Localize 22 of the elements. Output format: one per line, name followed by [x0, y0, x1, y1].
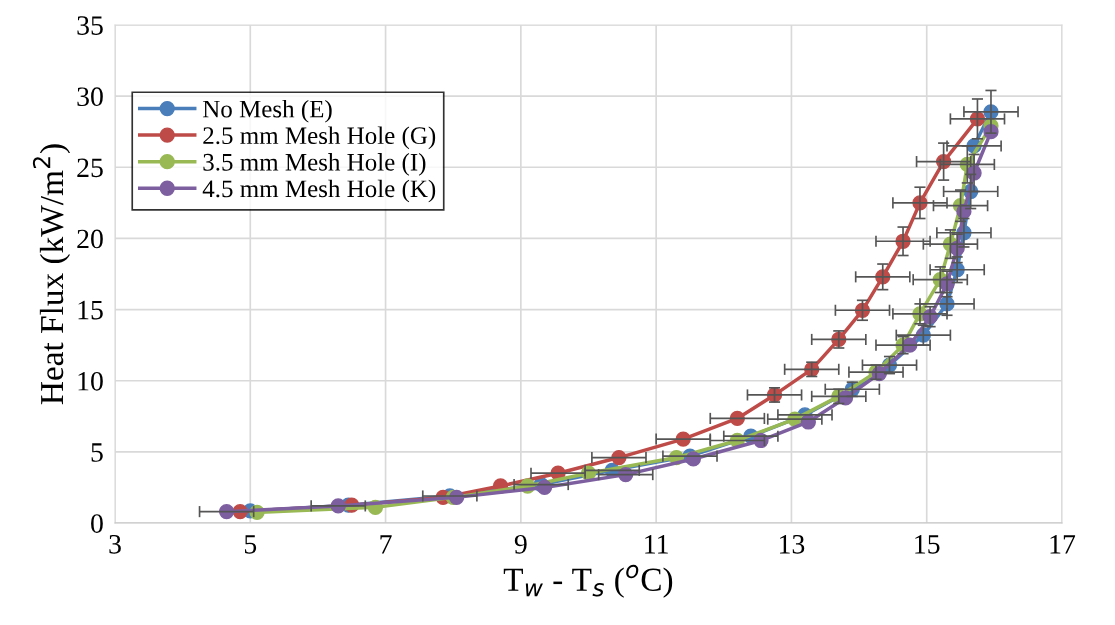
x-tick-label: 5	[244, 535, 257, 554]
legend-label: 3.5 mm Mesh Hole (I)	[203, 153, 426, 176]
y-tick-label: 30	[77, 87, 103, 107]
legend-label: No Mesh (E)	[202, 99, 332, 123]
y-tick-label: 10	[78, 371, 103, 391]
y-tick-label: 25	[77, 158, 103, 178]
x-tick-label: 9	[514, 534, 527, 554]
x-tick-label: 13	[779, 534, 805, 554]
legend-label: 2.5 mm Mesh Hole (G)	[203, 126, 436, 150]
x-tick-label: 15	[915, 535, 940, 554]
y-tick-label: 20	[77, 229, 103, 249]
y-tick-label: 15	[78, 300, 103, 320]
x-tick-label: 7	[380, 535, 392, 554]
x-tick-label: 11	[645, 535, 668, 554]
y-tick-label: 35	[77, 16, 103, 35]
y-axis-title: Heat Flux (kW/m$^{2}$)	[32, 144, 71, 405]
x-tick-label: 3	[109, 534, 121, 554]
y-tick-label: 0	[91, 514, 103, 533]
y-tick-label: 5	[91, 443, 103, 462]
x-tick-label: 17	[1050, 535, 1076, 554]
x-axis-title: T$_{w}$ - T$_{s}$ ($^{o}$C)	[503, 564, 673, 598]
legend-label: 4.5 mm Mesh Hole (K)	[202, 179, 436, 203]
